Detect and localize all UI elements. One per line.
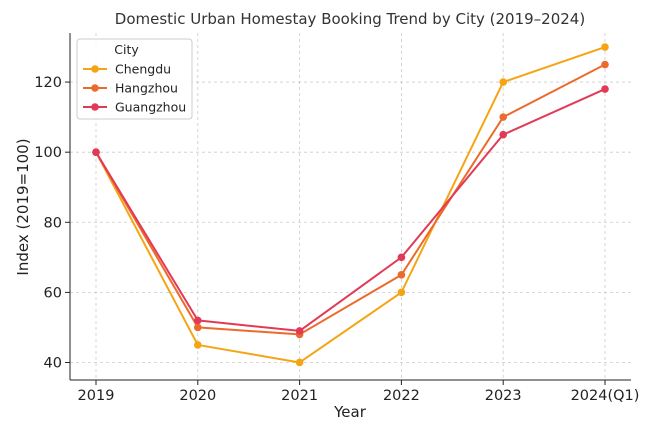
legend-label-hangzhou: Hangzhou	[115, 81, 178, 96]
data-point-hangzhou	[397, 271, 406, 279]
y-axis-label: Index (2019=100)	[14, 138, 32, 275]
y-tick-label: 80	[44, 215, 62, 231]
data-point-guangzhou	[499, 130, 508, 139]
chart-title: Domestic Urban Homestay Booking Trend by…	[115, 10, 585, 28]
y-tick-label: 60	[44, 285, 62, 301]
series-line-hangzhou	[95, 63, 606, 336]
x-axis-label: Year	[333, 403, 367, 421]
data-point-guangzhou	[194, 316, 202, 325]
legend-label-chengdu: Chengdu	[115, 62, 171, 77]
data-point-chengdu	[295, 358, 304, 367]
data-point-hangzhou	[601, 60, 609, 69]
x-tick-label: 2020	[179, 388, 216, 404]
axes: 2019 2020 2021 2022 2023 2024(Q1) 40 60 80 100 120	[34, 33, 639, 404]
data-point-hangzhou	[499, 113, 508, 121]
data-point-chengdu	[397, 288, 406, 297]
y-tick-label: 40	[44, 355, 62, 371]
series-line-guangzhou	[95, 88, 606, 332]
legend-swatch-marker-hangzhou	[91, 84, 99, 92]
legend-swatch-marker-chengdu	[91, 65, 99, 73]
series-layer	[92, 43, 609, 367]
x-tick-label: 2022	[383, 388, 420, 404]
data-point-chengdu	[499, 78, 508, 86]
series-line-chengdu	[95, 46, 606, 364]
data-point-guangzhou	[397, 253, 406, 262]
legend: City Chengdu Hangzhou Guangzhou	[76, 38, 193, 120]
x-tick-label: 2023	[485, 388, 522, 404]
legend-title: City	[114, 42, 139, 57]
series-chengdu	[92, 43, 609, 367]
x-tick-label: 2021	[281, 388, 318, 404]
y-tick-label: 100	[34, 145, 62, 161]
data-point-guangzhou	[601, 85, 609, 93]
data-point-guangzhou	[295, 327, 304, 335]
data-point-chengdu	[194, 341, 202, 349]
x-tick-label: 2019	[78, 388, 115, 404]
legend-swatch-marker-guangzhou	[91, 103, 99, 111]
legend-label-guangzhou: Guangzhou	[115, 100, 186, 115]
data-point-guangzhou	[92, 148, 100, 156]
series-guangzhou	[92, 85, 609, 335]
data-point-hangzhou	[194, 323, 202, 332]
data-point-chengdu	[601, 43, 609, 51]
legend-box	[76, 38, 193, 120]
x-tick-label: 2024(Q1)	[571, 388, 640, 404]
y-tick-label: 120	[34, 75, 62, 91]
